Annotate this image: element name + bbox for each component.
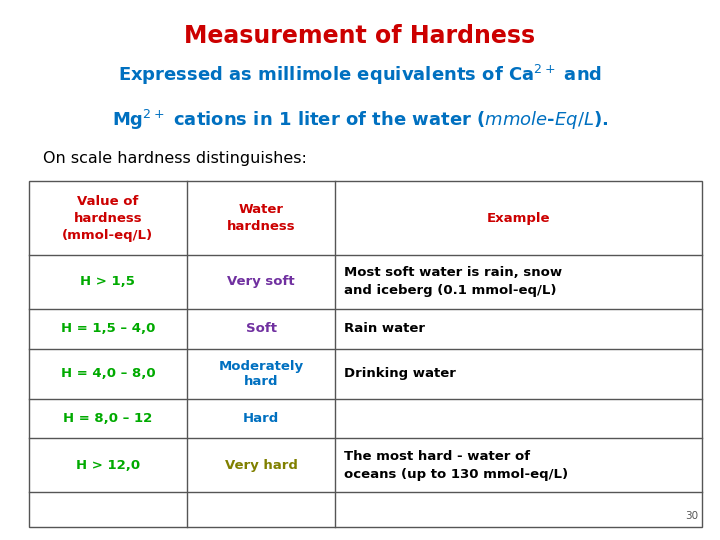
Text: Hard: Hard bbox=[243, 412, 279, 425]
Text: Expressed as millimole equivalents of Ca$^{2+}$ and: Expressed as millimole equivalents of Ca… bbox=[118, 63, 602, 87]
Bar bbox=[29, 181, 702, 526]
Text: Drinking water: Drinking water bbox=[343, 367, 456, 380]
Text: 30: 30 bbox=[685, 511, 698, 521]
Text: Mg$^{2+}$ cations in 1 liter of the water ($\it{mmole}$-$\it{Eq/L}$).: Mg$^{2+}$ cations in 1 liter of the wate… bbox=[112, 107, 608, 132]
Text: H > 1,5: H > 1,5 bbox=[81, 275, 135, 288]
Text: Value of
hardness
(mmol-eq/L): Value of hardness (mmol-eq/L) bbox=[63, 194, 153, 241]
Text: On scale hardness distinguishes:: On scale hardness distinguishes: bbox=[43, 151, 307, 166]
Text: Example: Example bbox=[487, 212, 550, 225]
Text: Most soft water is rain, snow
and iceberg (0.1 mmol-eq/L): Most soft water is rain, snow and iceber… bbox=[343, 266, 562, 298]
Text: Moderately
hard: Moderately hard bbox=[218, 360, 304, 388]
Text: The most hard - water of
oceans (up to 130 mmol-eq/L): The most hard - water of oceans (up to 1… bbox=[343, 450, 568, 481]
Text: Soft: Soft bbox=[246, 322, 276, 335]
Text: Very soft: Very soft bbox=[228, 275, 295, 288]
Text: H = 8,0 – 12: H = 8,0 – 12 bbox=[63, 412, 153, 425]
Text: H = 4,0 – 8,0: H = 4,0 – 8,0 bbox=[60, 367, 156, 380]
Text: Very hard: Very hard bbox=[225, 458, 297, 471]
Text: H > 12,0: H > 12,0 bbox=[76, 458, 140, 471]
Text: Water
hardness: Water hardness bbox=[227, 203, 295, 233]
Text: Rain water: Rain water bbox=[343, 322, 425, 335]
Text: H = 1,5 – 4,0: H = 1,5 – 4,0 bbox=[60, 322, 155, 335]
Text: Measurement of Hardness: Measurement of Hardness bbox=[184, 24, 536, 48]
